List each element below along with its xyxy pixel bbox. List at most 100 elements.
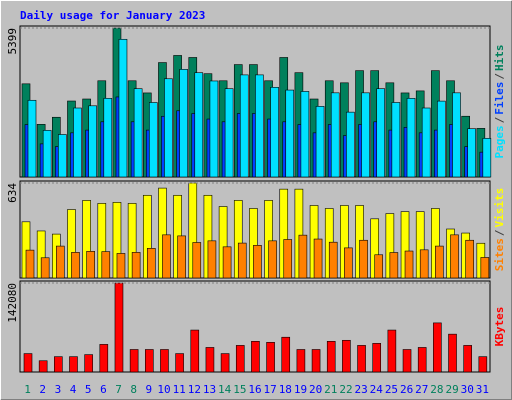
bar bbox=[114, 282, 124, 373]
x-tick-label: 19 bbox=[294, 383, 307, 396]
bar bbox=[194, 72, 204, 178]
bar bbox=[391, 102, 401, 178]
legend-separator: / bbox=[493, 116, 506, 123]
bar bbox=[73, 107, 82, 178]
x-tick-label: 26 bbox=[400, 383, 413, 396]
bar bbox=[300, 91, 310, 178]
bar bbox=[266, 342, 275, 373]
bar bbox=[40, 257, 50, 279]
bar bbox=[359, 239, 368, 279]
bar bbox=[160, 349, 169, 373]
x-tick-label: 5 bbox=[85, 383, 92, 396]
legend-entry: Hits bbox=[493, 45, 506, 72]
x-tick-label: 23 bbox=[355, 383, 368, 396]
bar bbox=[222, 246, 232, 279]
x-tick-label: 21 bbox=[324, 383, 337, 396]
bar bbox=[205, 347, 215, 373]
legend-entry: Files bbox=[493, 82, 506, 115]
bar bbox=[42, 130, 52, 178]
legend-entry: KBytes bbox=[493, 307, 506, 347]
bar bbox=[448, 333, 457, 373]
x-tick-label: 7 bbox=[115, 383, 122, 396]
x-tick-label: 1 bbox=[24, 383, 31, 396]
bar bbox=[133, 88, 143, 178]
bar bbox=[235, 345, 245, 373]
bar bbox=[465, 239, 474, 279]
x-tick-label: 3 bbox=[55, 383, 62, 396]
x-tick-label: 9 bbox=[146, 383, 153, 396]
x-tick-label: 8 bbox=[130, 383, 137, 396]
bar bbox=[419, 249, 429, 279]
legend-entry: Sites bbox=[493, 238, 506, 271]
legend: Sites /Visits bbox=[493, 188, 506, 272]
bar bbox=[372, 343, 382, 373]
bar bbox=[268, 240, 277, 279]
bar bbox=[207, 240, 217, 279]
x-tick-label: 25 bbox=[385, 383, 398, 396]
bar bbox=[179, 69, 188, 178]
bar bbox=[116, 253, 126, 279]
bar bbox=[209, 80, 219, 178]
x-tick-label: 18 bbox=[279, 383, 292, 396]
x-tick-label: 16 bbox=[248, 383, 261, 396]
bar bbox=[237, 242, 247, 279]
bar bbox=[328, 241, 338, 279]
x-tick-label: 6 bbox=[100, 383, 107, 396]
legend-separator: / bbox=[493, 229, 506, 236]
bar bbox=[220, 353, 230, 373]
bar bbox=[296, 349, 306, 373]
bar bbox=[478, 356, 488, 373]
bar bbox=[69, 356, 78, 373]
bar bbox=[190, 329, 200, 373]
bar bbox=[146, 248, 156, 279]
bar bbox=[255, 74, 264, 178]
x-tick-label: 2 bbox=[39, 383, 46, 396]
bar bbox=[421, 107, 431, 178]
bar bbox=[480, 257, 490, 279]
bar bbox=[482, 138, 492, 178]
bar bbox=[84, 354, 93, 373]
bar bbox=[251, 341, 260, 373]
legend-entry: Visits bbox=[493, 188, 506, 228]
x-tick-label: 13 bbox=[203, 383, 216, 396]
y-tick-label: 634 bbox=[6, 183, 19, 203]
x-tick-label: 29 bbox=[445, 383, 458, 396]
bar bbox=[58, 134, 67, 178]
bar bbox=[374, 254, 384, 279]
bar bbox=[99, 344, 109, 373]
legend-separator: / bbox=[493, 73, 506, 80]
bar bbox=[131, 252, 141, 279]
x-tick-label: 30 bbox=[461, 383, 474, 396]
bar bbox=[281, 336, 291, 373]
x-tick-label: 15 bbox=[233, 383, 246, 396]
bar bbox=[101, 251, 111, 279]
bar bbox=[315, 106, 325, 178]
bar bbox=[177, 235, 186, 279]
bar bbox=[25, 249, 35, 279]
x-tick-label: 31 bbox=[476, 383, 489, 396]
y-tick-label: 5399 bbox=[6, 28, 19, 55]
bar bbox=[463, 345, 472, 373]
bar bbox=[417, 347, 427, 373]
bar bbox=[437, 100, 446, 178]
bar bbox=[283, 239, 293, 279]
x-tick-label: 14 bbox=[218, 383, 232, 396]
x-tick-label: 22 bbox=[339, 383, 352, 396]
bar bbox=[389, 252, 399, 279]
legend-entry: Pages bbox=[493, 125, 506, 158]
x-tick-label: 11 bbox=[173, 383, 186, 396]
bar bbox=[435, 245, 444, 279]
bar bbox=[313, 238, 323, 279]
bar bbox=[433, 322, 442, 373]
bar bbox=[326, 341, 336, 373]
bar bbox=[357, 345, 366, 373]
bar bbox=[298, 234, 308, 279]
bar bbox=[56, 245, 65, 279]
bar bbox=[406, 98, 416, 178]
bar bbox=[253, 245, 262, 279]
bar bbox=[23, 353, 33, 373]
x-tick-label: 27 bbox=[415, 383, 428, 396]
legend: Pages/Files/Hits bbox=[493, 45, 506, 159]
